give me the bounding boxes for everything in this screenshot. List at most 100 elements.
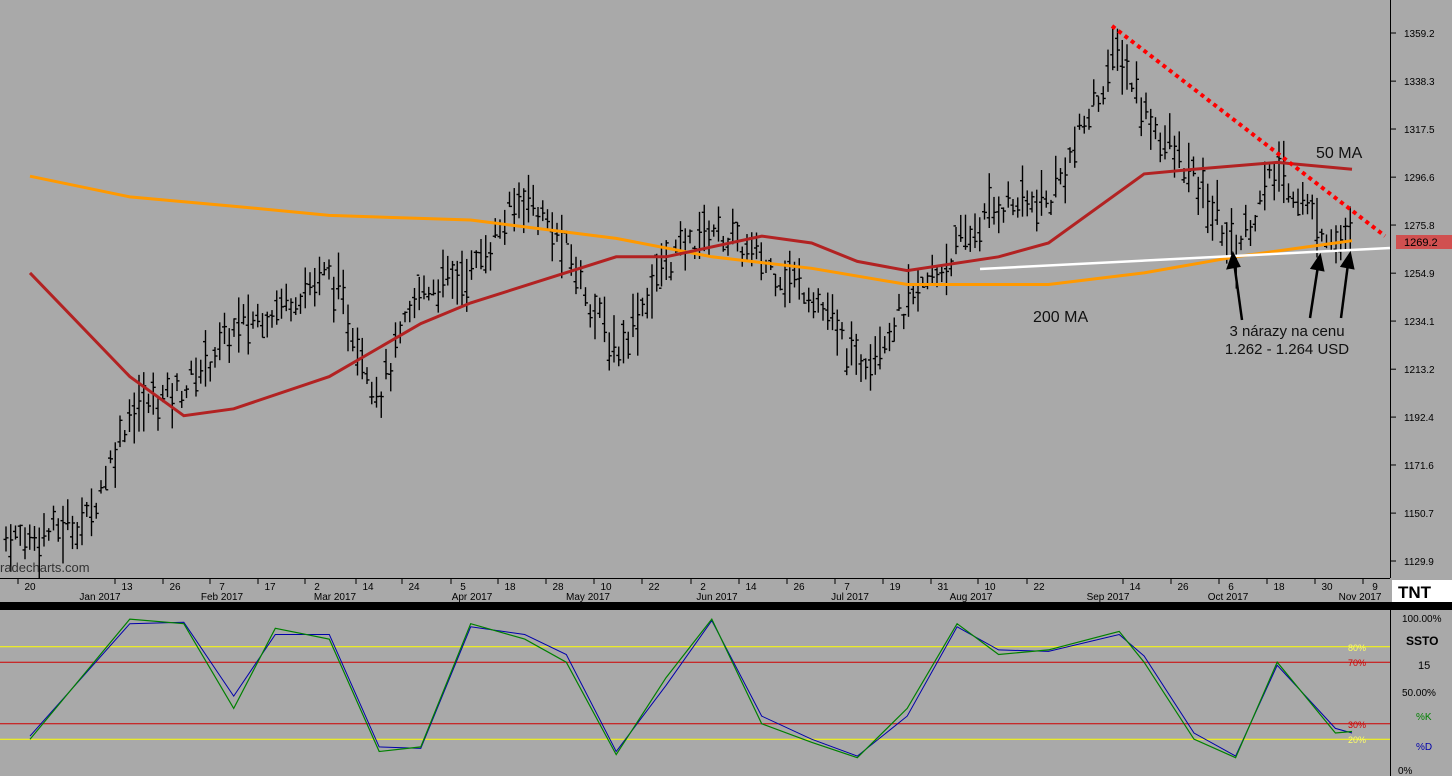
- price-bar: [963, 214, 968, 250]
- price-panel: [0, 0, 1390, 578]
- price-bar: [872, 336, 878, 375]
- price-bar: [654, 253, 660, 292]
- price-bar: [193, 357, 199, 397]
- price-bar: [1110, 28, 1116, 71]
- price-bar: [787, 250, 793, 304]
- date-month-label: Sep 2017: [1087, 592, 1130, 603]
- price-bar: [540, 200, 546, 222]
- price-bar: [825, 292, 831, 330]
- price-bar: [1029, 191, 1035, 213]
- stoch-period: 15: [1418, 660, 1430, 672]
- price-bar: [640, 297, 645, 317]
- stoch-level-label: 20%: [1348, 735, 1366, 745]
- price-bar: [1138, 97, 1144, 137]
- price-bar: [611, 315, 617, 363]
- price-bar: [502, 209, 508, 245]
- price-tick-label: 1234.1: [1404, 317, 1435, 328]
- support-trendline: [979, 246, 1391, 271]
- date-month-label: Aug 2017: [950, 592, 993, 603]
- price-bar: [915, 268, 921, 312]
- price-bar: [1124, 44, 1130, 90]
- price-bar: [1162, 125, 1168, 160]
- price-bar: [530, 184, 536, 216]
- price-bar: [127, 399, 132, 433]
- price-bar: [355, 327, 360, 376]
- svg-text:TNT: TNT: [1398, 583, 1432, 602]
- price-bar: [1086, 108, 1092, 130]
- price-bar: [41, 513, 47, 547]
- price-bar: [844, 348, 850, 376]
- price-bar: [573, 256, 579, 295]
- price-tick-label: 1296.6: [1404, 173, 1435, 184]
- price-bar: [435, 279, 441, 313]
- price-bar: [478, 238, 484, 270]
- price-bar: [944, 243, 949, 296]
- price-bar: [1115, 28, 1120, 71]
- price-bar: [98, 480, 104, 494]
- price-bar: [1219, 225, 1225, 246]
- price-bar: [269, 310, 275, 328]
- price-bar: [103, 465, 109, 491]
- price-bar: [459, 250, 465, 307]
- price-bar: [492, 218, 498, 238]
- date-day-label: 9: [1372, 582, 1378, 593]
- price-bar: [1001, 207, 1006, 223]
- stoch-axis-bottom: 0%: [1398, 766, 1413, 776]
- price-bar: [184, 385, 189, 399]
- price-tick-label: 1213.2: [1404, 365, 1435, 376]
- price-tick-label: 1338.3: [1404, 77, 1435, 88]
- date-day-label: 7: [844, 582, 850, 593]
- price-bar: [939, 265, 945, 283]
- date-month-label: Feb 2017: [201, 592, 244, 603]
- price-bar: [953, 225, 959, 255]
- date-day-label: 14: [1129, 582, 1141, 593]
- price-bar: [777, 277, 783, 291]
- price-bar: [146, 393, 151, 414]
- price-bar: [1058, 168, 1063, 185]
- price-bar: [773, 273, 778, 297]
- stoch-levels: 80% 70% 30% 20%: [0, 643, 1390, 745]
- price-bar: [910, 285, 916, 305]
- price-bar: [735, 221, 740, 252]
- price-bar: [1105, 49, 1111, 92]
- price-bar: [293, 297, 299, 315]
- price-bar: [858, 354, 864, 382]
- date-day-label: 14: [745, 582, 757, 593]
- price-bar: [1096, 95, 1101, 112]
- price-bar: [986, 173, 992, 229]
- price-bar: [1015, 197, 1021, 218]
- price-bar: [625, 331, 631, 359]
- price-bar: [412, 287, 417, 319]
- price-bar: [1200, 157, 1206, 209]
- price-bar: [659, 243, 664, 289]
- price-bar: [1157, 132, 1163, 163]
- price-bar: [526, 174, 531, 223]
- price-bar: [1020, 165, 1025, 217]
- price-bar: [668, 261, 674, 281]
- arrow-3-icon: [1339, 250, 1355, 319]
- panel-separator: [0, 602, 1452, 610]
- price-bar: [312, 267, 318, 307]
- price-bar: [882, 336, 888, 354]
- price-bar: [469, 250, 474, 280]
- price-bar: [1195, 176, 1201, 215]
- price-bar: [1129, 82, 1135, 92]
- price-bar: [977, 217, 983, 252]
- price-bar: [906, 264, 911, 317]
- price-bar: [507, 191, 512, 208]
- price-bar: [32, 525, 37, 551]
- price-bar: [203, 330, 208, 387]
- price-bar: [321, 262, 327, 276]
- price-bar: [1295, 188, 1301, 216]
- price-bar: [815, 288, 821, 313]
- price-bar: [1176, 131, 1182, 169]
- price-bar: [383, 348, 389, 380]
- price-bar: [687, 229, 693, 244]
- stoch-level-label: 30%: [1348, 720, 1366, 730]
- price-bar: [17, 524, 23, 546]
- price-bar: [217, 322, 223, 361]
- price-bar: [616, 346, 622, 367]
- price-tick-label: 1192.4: [1404, 413, 1434, 424]
- price-bar: [725, 237, 731, 256]
- price-bar: [697, 211, 702, 259]
